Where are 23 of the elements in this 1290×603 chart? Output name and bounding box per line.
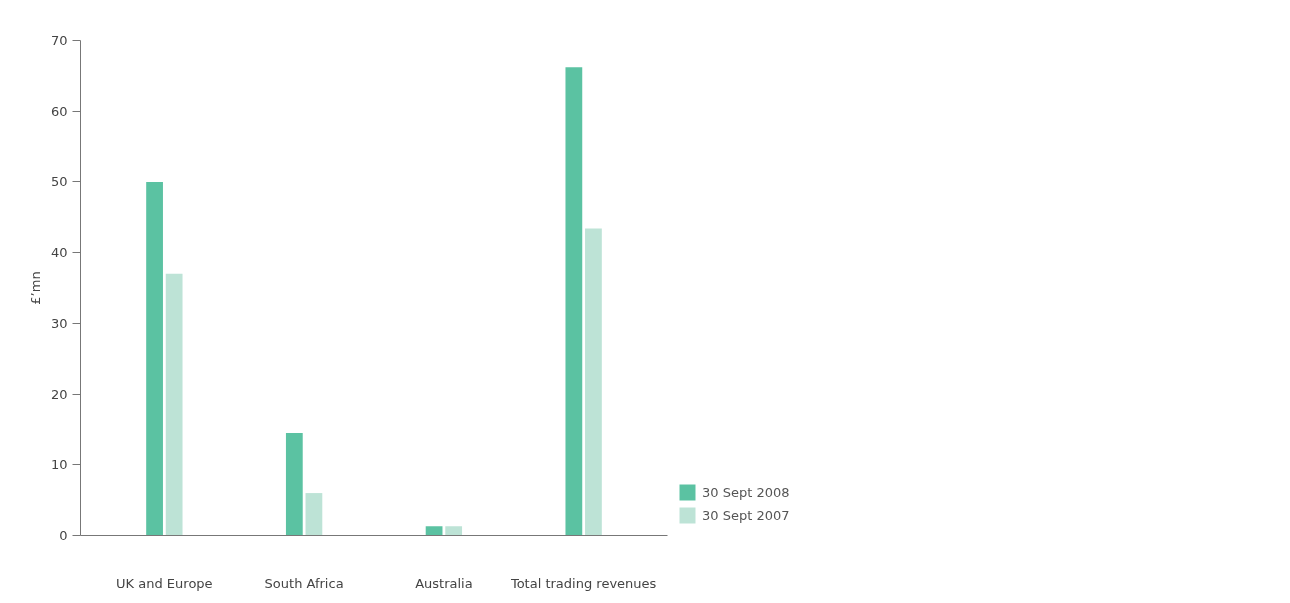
bar [285,432,303,536]
y-tick-label: 50 [50,174,68,190]
x-tick-label: Australia [415,575,473,591]
x-tick-label: Total trading revenues [509,575,657,591]
bar [165,273,183,536]
y-tick-label: 40 [50,245,68,261]
y-tick-label: 60 [50,103,68,119]
legend-label: 30 Sept 2008 [702,484,790,500]
y-tick-label: 20 [50,386,68,402]
bar [305,493,323,536]
y-tick-label: 10 [50,457,68,473]
y-tick-label: 0 [59,528,68,543]
bar [585,228,602,536]
x-tick-label: UK and Europe [116,575,213,591]
bar [565,67,583,536]
bar [425,526,443,536]
legend-label: 30 Sept 2007 [702,507,790,523]
bar [146,181,163,536]
x-tick-label: South Africa [264,575,344,591]
y-tick-label: 30 [50,315,68,331]
y-axis-title: £’mn [27,271,43,305]
y-tick-label: 70 [50,33,68,48]
bar [445,526,463,536]
